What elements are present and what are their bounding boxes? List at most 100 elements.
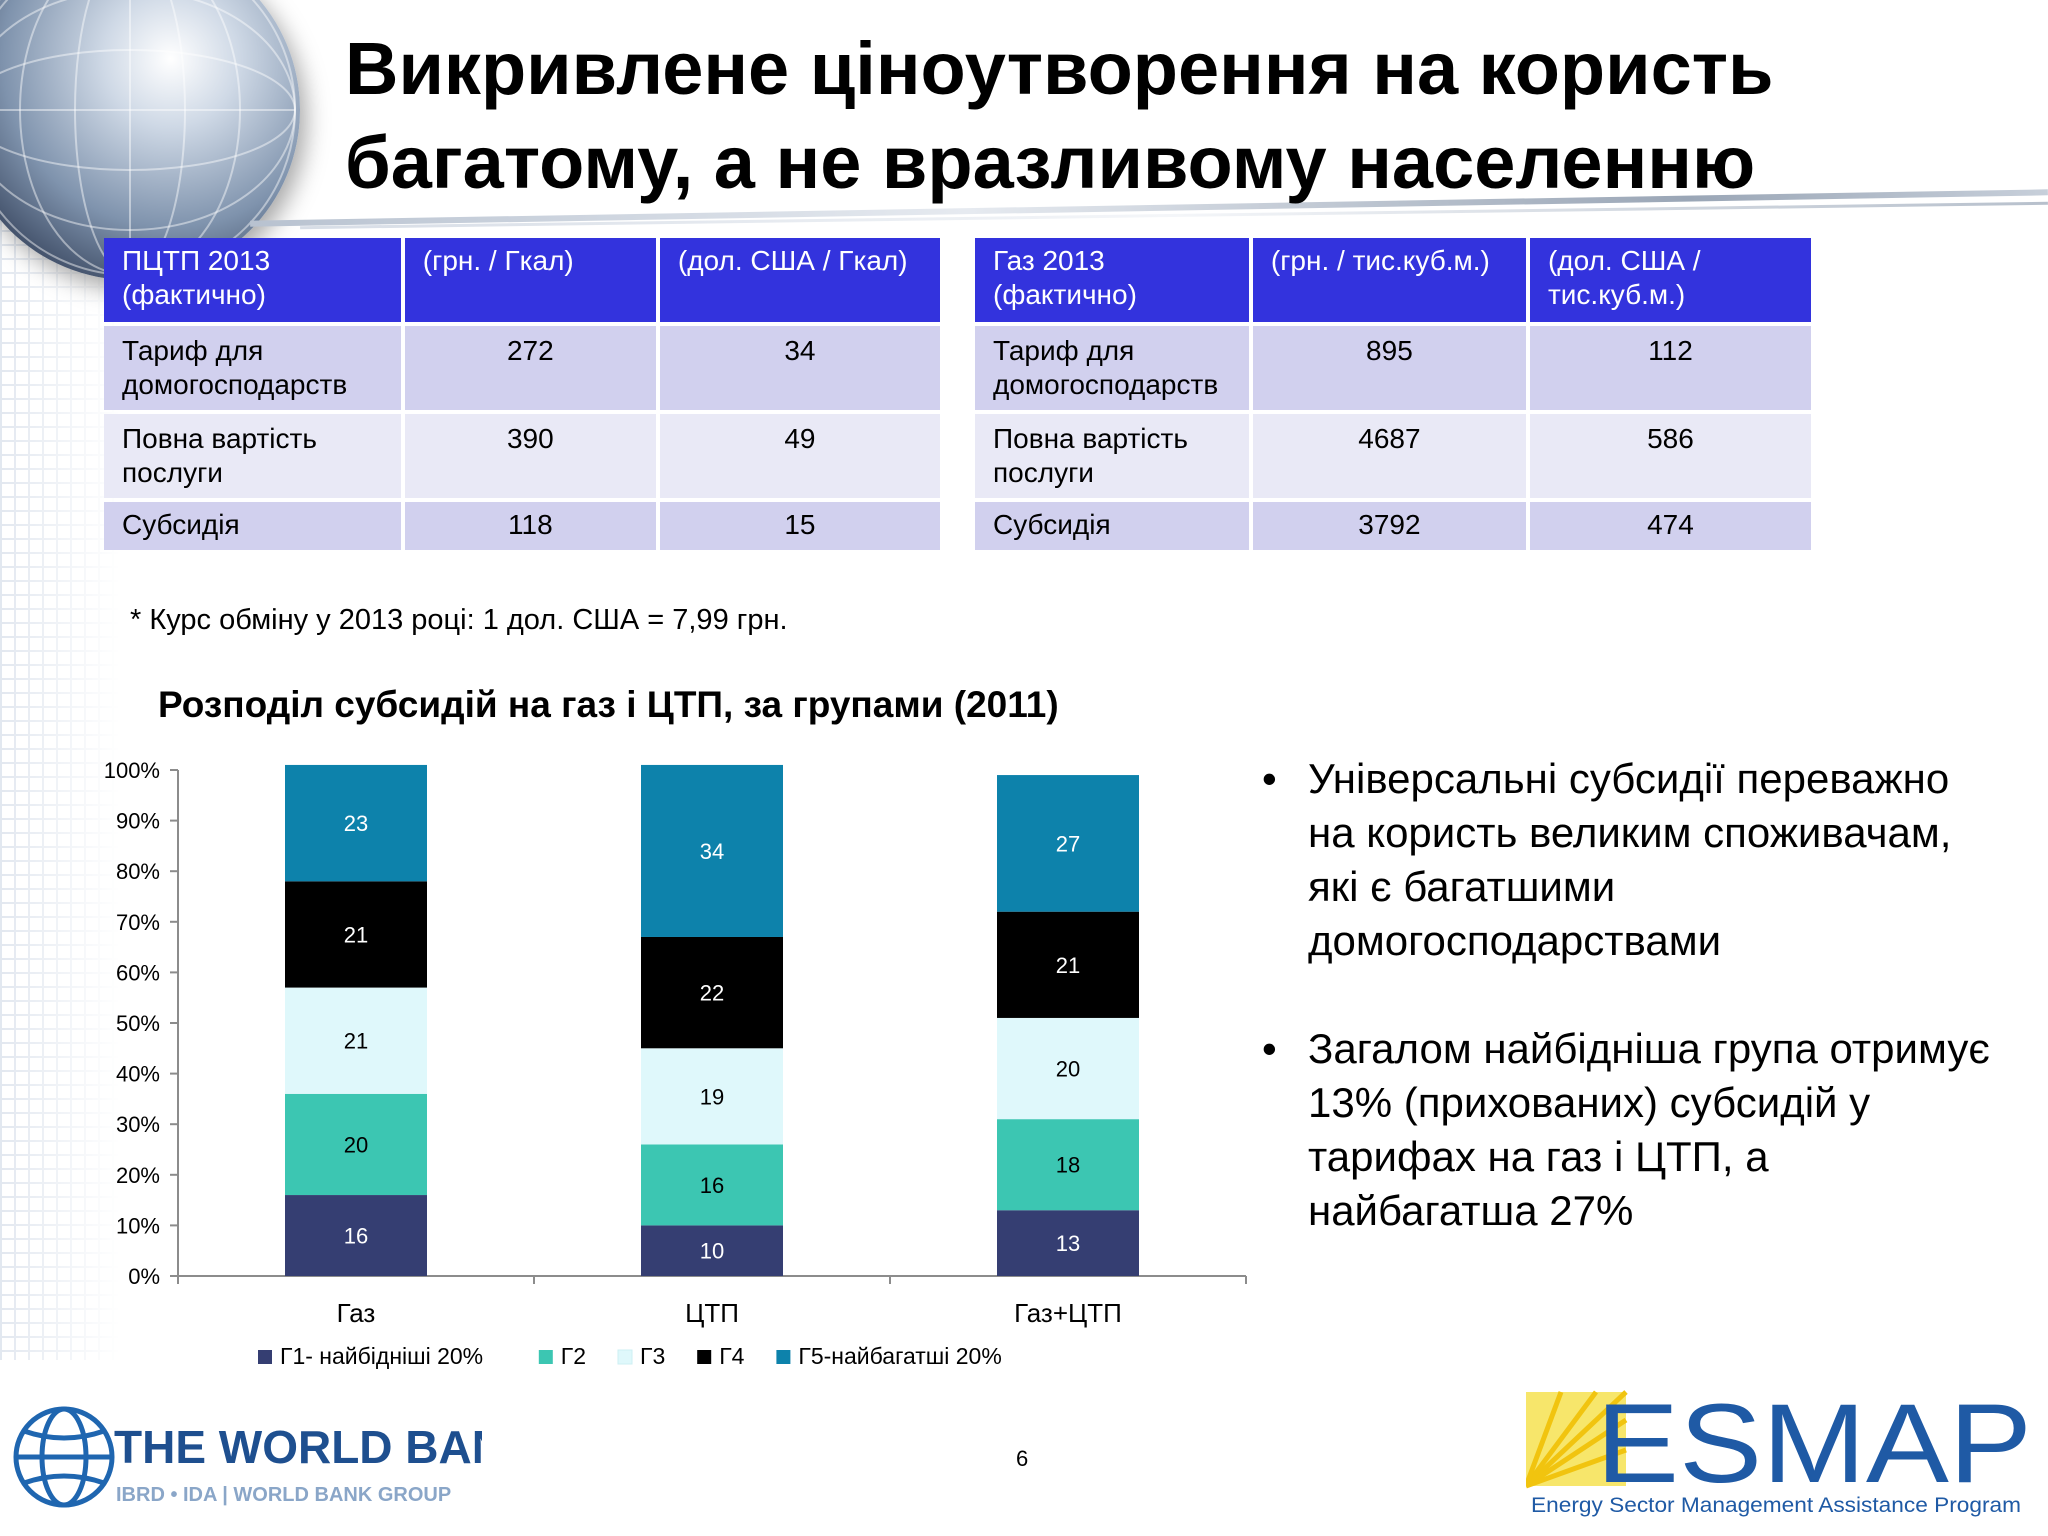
world-bank-globe-icon [13, 1406, 115, 1508]
table-cell: 15 [659, 502, 940, 550]
x-category-label: Газ [337, 1298, 376, 1328]
table-cell: 3792 [1252, 502, 1526, 550]
legend-label: Г4 [719, 1343, 744, 1369]
table-cell: Тариф для домогосподарств [104, 326, 401, 410]
table-cell: 49 [659, 414, 940, 498]
data-label: 34 [700, 839, 724, 864]
table-cell: Тариф для домогосподарств [975, 326, 1249, 410]
slide-title: Викривлене ціноутворення на користь бага… [345, 27, 1774, 204]
legend-swatch [697, 1350, 712, 1364]
y-tick-label: 100% [104, 758, 160, 783]
decorative-grid [0, 160, 120, 1360]
bar-segment [641, 1144, 783, 1226]
table-cell: 34 [659, 326, 940, 410]
table-cell: 390 [404, 414, 656, 498]
data-label: 16 [344, 1224, 368, 1249]
table-cell: Субсидія [104, 502, 401, 550]
table-row: Повна вартість послуги 4687 586 [975, 414, 1811, 498]
data-label: 10 [700, 1239, 724, 1264]
bar-segment [997, 1210, 1139, 1276]
legend-swatch [538, 1350, 553, 1364]
legend-swatch [617, 1349, 633, 1365]
data-label: 19 [700, 1084, 724, 1109]
data-label: 20 [1056, 1057, 1080, 1082]
data-label: 21 [344, 922, 368, 947]
bullet-item: • Універсальні субсидії переважно на кор… [1262, 752, 2002, 968]
bar-segment [997, 1119, 1139, 1211]
chart-title: Розподіл субсидій на газ і ЦТП, за група… [158, 684, 1059, 725]
bullet-dot-icon: • [1262, 1025, 1277, 1072]
legend-label: Г3 [640, 1343, 665, 1369]
bar-segment [641, 1225, 783, 1276]
bullet-text: Загалом найбідніша група отримує 13% (пр… [1308, 1025, 1990, 1234]
subsidy-distribution-chart: 0% 10% 20% 30% 40% 50% 60% 70% 80% 90% 100% 16 20 21 2… [104, 758, 1247, 1369]
table-row: Субсидія 118 15 [104, 502, 940, 550]
data-label: 23 [344, 811, 368, 836]
bar-segment [285, 1195, 427, 1276]
table-header: (дол. США / Гкал) [659, 238, 940, 322]
table-header: ПЦТП 2013 (фактично) [104, 238, 401, 322]
data-label: 21 [1056, 953, 1080, 978]
bullet-item: • Загалом найбідніша група отримує 13% (… [1262, 1022, 2002, 1238]
bar-segment [997, 1017, 1139, 1120]
legend-swatch [776, 1350, 791, 1364]
table-cell: 272 [404, 326, 656, 410]
bar-segment [285, 987, 427, 1094]
bar-segment [641, 1048, 783, 1145]
x-category-label: ЦТП [685, 1298, 739, 1328]
data-label: 20 [344, 1132, 368, 1157]
bar-segment [285, 1093, 427, 1196]
gas-tariff-table: Газ 2013 (фактично) (грн. / тис.куб.м.) … [971, 234, 1815, 554]
page-number: 6 [1016, 1446, 1029, 1471]
world-bank-name: THE WORLD BANK [114, 1421, 482, 1473]
legend-swatch [258, 1350, 272, 1364]
esmap-name: ESMAP [1596, 1390, 2032, 1506]
data-label: 22 [700, 981, 724, 1006]
data-label: 16 [700, 1173, 724, 1198]
bullet-dot-icon: • [1262, 755, 1277, 802]
heat-tariff-table: ПЦТП 2013 (фактично) (грн. / Гкал) (дол.… [100, 234, 944, 554]
y-tick-label: 70% [116, 910, 160, 935]
bar-segment [641, 936, 783, 1049]
world-bank-subtitle: IBRD • IDA | WORLD BANK GROUP [116, 1484, 451, 1506]
bullet-text: Універсальні субсидії переважно на корис… [1308, 755, 1952, 964]
y-tick-label: 20% [116, 1163, 160, 1188]
y-tick-label: 30% [116, 1112, 160, 1137]
table-cell: 474 [1529, 502, 1811, 550]
legend-label: Г1- найбідніші 20% [280, 1343, 483, 1369]
exchange-rate-footnote: * Курс обміну у 2013 році: 1 дол. США = … [130, 604, 788, 636]
bullet-list: • Універсальні субсидії переважно на кор… [1262, 752, 2002, 1292]
table-cell: 118 [404, 502, 656, 550]
x-category-label: Газ+ЦТП [1014, 1298, 1122, 1328]
table-cell: 112 [1529, 326, 1811, 410]
table-header: (грн. / Гкал) [404, 238, 656, 322]
legend-label: Г5-найбагатші 20% [798, 1343, 1001, 1369]
data-label: 21 [344, 1029, 368, 1054]
table-row: Тариф для домогосподарств 895 112 [975, 326, 1811, 410]
y-tick-label: 60% [116, 960, 160, 985]
esmap-logo: ESMAP Energy Sector Management Assistanc… [1526, 1390, 2032, 1517]
data-label: 13 [1056, 1231, 1080, 1256]
esmap-subtitle: Energy Sector Management Assistance Prog… [1531, 1494, 2021, 1517]
world-bank-logo: THE WORLD BANK IBRD • IDA | WORLD BANK G… [13, 1406, 482, 1508]
table-cell: Повна вартість послуги [975, 414, 1249, 498]
y-tick-label: 90% [116, 809, 160, 834]
table-header: Газ 2013 (фактично) [975, 238, 1249, 322]
table-cell: Повна вартість послуги [104, 414, 401, 498]
sun-rays-icon [1526, 1390, 1628, 1489]
y-tick-label: 10% [116, 1213, 160, 1238]
table-header: (грн. / тис.куб.м.) [1252, 238, 1526, 322]
table-row: Повна вартість послуги 390 49 [104, 414, 940, 498]
y-tick-label: 80% [116, 859, 160, 884]
y-tick-label: 50% [116, 1011, 160, 1036]
table-cell: 895 [1252, 326, 1526, 410]
table-row: Тариф для домогосподарств 272 34 [104, 326, 940, 410]
y-tick-label: 40% [116, 1062, 160, 1087]
bar-segment [997, 911, 1139, 1018]
table-cell: Субсидія [975, 502, 1249, 550]
table-row: Субсидія 3792 474 [975, 502, 1811, 550]
bar-segment [285, 764, 427, 882]
bar-segment [641, 764, 783, 937]
table-header: (дол. США / тис.куб.м.) [1529, 238, 1811, 322]
legend-label: Г2 [561, 1343, 586, 1369]
